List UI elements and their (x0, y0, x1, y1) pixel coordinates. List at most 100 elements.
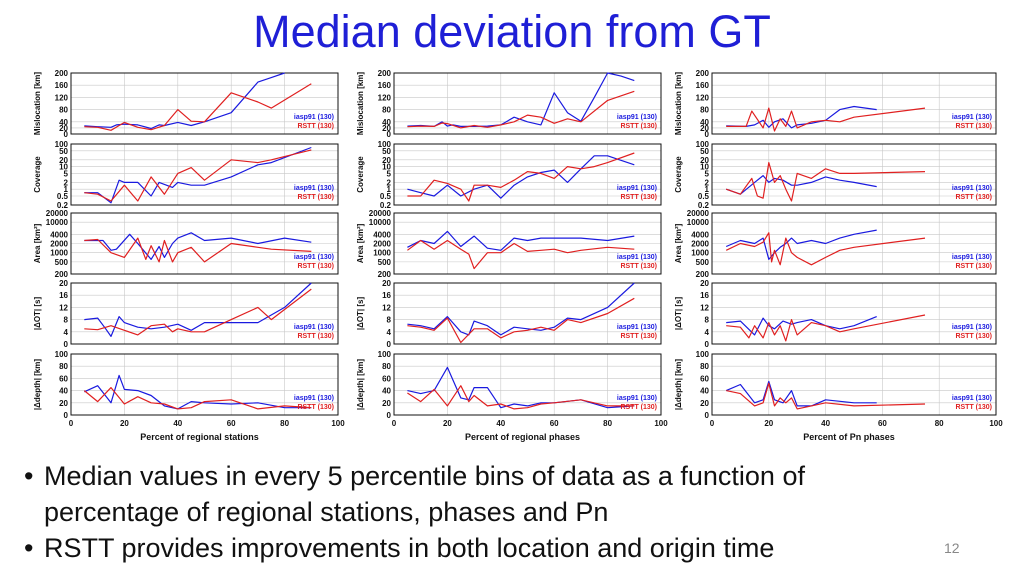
y-tick-label: 200 (696, 69, 710, 78)
plot-frame (711, 282, 997, 345)
chart-panel: 0 4 8 12 16 20 |ΔOT| [s] iasp91 (130) RSTT (130) (33, 279, 339, 349)
legend-label: iasp91 (130) (294, 324, 334, 331)
plot-frame (711, 143, 997, 206)
y-tick-label: 10 (700, 163, 709, 172)
y-tick-label: 20 (382, 124, 391, 133)
y-tick-label: 200 (696, 270, 710, 279)
legend-label: RSTT (130) (297, 404, 334, 411)
y-tick-label: 20 (700, 156, 709, 165)
y-tick-label: 50 (382, 147, 391, 156)
legend-label: RSTT (130) (955, 194, 992, 201)
x-tick-label: 0 (710, 419, 715, 428)
y-tick-label: 0 (64, 340, 69, 349)
y-axis-label: Coverage (674, 156, 683, 193)
x-axis-label: Percent of Pn phases (803, 432, 895, 442)
y-tick-label: 20 (700, 279, 709, 288)
legend-label: RSTT (130) (620, 123, 657, 130)
plot-frame (393, 143, 662, 206)
series-line (726, 174, 877, 195)
series-line (84, 149, 312, 202)
x-tick-label: 0 (69, 419, 74, 428)
series-line (84, 282, 312, 337)
y-tick-label: 12 (59, 303, 68, 312)
y-tick-label: 1000 (50, 249, 68, 258)
legend-label: RSTT (130) (297, 194, 334, 201)
series-line (726, 107, 926, 132)
series-line (84, 288, 312, 336)
legend-label: RSTT (130) (955, 404, 992, 411)
legend-label: iasp91 (130) (294, 114, 334, 121)
series-line (725, 229, 877, 260)
y-tick-label: 0 (64, 411, 69, 420)
y-tick-label: 80 (59, 106, 68, 115)
y-axis-label: Mislocation [km] (33, 72, 42, 135)
y-tick-label: 8 (387, 316, 392, 325)
y-tick-label: 100 (696, 350, 710, 359)
y-tick-label: 120 (378, 93, 392, 102)
plot-frame (393, 353, 662, 416)
y-tick-label: 100 (378, 140, 392, 149)
plot-frame (70, 212, 339, 275)
chart-panel: 0 4 8 12 16 20 |ΔOT| [s] iasp91 (130) RSTT (130) (674, 279, 997, 349)
series-line (407, 385, 635, 410)
y-tick-label: 2 (387, 178, 392, 187)
y-tick-label: 20 (59, 124, 68, 133)
x-tick-label: 100 (331, 419, 345, 428)
y-axis-label: |Δdepth| [km] (356, 359, 365, 410)
x-tick-label: 60 (227, 419, 236, 428)
series-line (407, 282, 635, 336)
legend-label: RSTT (130) (955, 333, 992, 340)
legend-label: iasp91 (130) (952, 114, 992, 121)
series-line (84, 83, 312, 131)
legend-label: iasp91 (130) (952, 395, 992, 402)
y-axis-label: |ΔOT| [s] (674, 297, 683, 331)
y-tick-label: 20 (382, 399, 391, 408)
y-tick-label: 60 (382, 374, 391, 383)
y-tick-label: 500 (378, 258, 392, 267)
series-line (407, 297, 635, 344)
x-tick-label: 100 (654, 419, 668, 428)
y-tick-label: 50 (700, 147, 709, 156)
y-tick-label: 100 (378, 350, 392, 359)
legend-label: RSTT (130) (620, 194, 657, 201)
y-tick-label: 0 (705, 130, 710, 139)
bullet-text: RSTT provides improvements in both locat… (44, 533, 775, 563)
x-axis-label: Percent of regional stations (140, 432, 259, 442)
series-line (407, 155, 635, 199)
series-line (407, 230, 635, 251)
y-tick-label: 2000 (50, 240, 68, 249)
legend-label: iasp91 (130) (294, 395, 334, 402)
plot-frame (393, 72, 662, 135)
series-line (84, 374, 312, 410)
bullet-list: • Median values in every 5 percentile bin… (22, 458, 922, 566)
y-tick-label: 8 (705, 316, 710, 325)
y-tick-label: 0 (387, 130, 392, 139)
y-tick-label: 0 (64, 130, 69, 139)
y-tick-label: 0 (705, 411, 710, 420)
bullet-text: Median values in every 5 percentile bins… (44, 461, 805, 527)
y-tick-label: 16 (700, 291, 709, 300)
y-tick-label: 1000 (373, 249, 391, 258)
legend-label: iasp91 (130) (617, 114, 657, 121)
y-tick-label: 10000 (46, 218, 69, 227)
y-axis-label: Mislocation [km] (674, 72, 683, 135)
chart-panel: 0 20 40 60 80 100 0 20 40 60 80 100 Percent of Pn ph… (674, 350, 1003, 442)
series-line (407, 366, 635, 409)
y-tick-label: 60 (700, 374, 709, 383)
y-tick-label: 10000 (687, 218, 710, 227)
chart-panel: 0 20 40 60 80 100 0 20 40 60 80 100 Percent of regio… (33, 350, 345, 442)
y-tick-label: 1000 (691, 249, 709, 258)
y-tick-label: 0 (705, 340, 710, 349)
y-tick-label: 5 (64, 169, 69, 178)
y-tick-label: 500 (696, 258, 710, 267)
x-tick-label: 80 (280, 419, 289, 428)
y-tick-label: 2 (64, 178, 69, 187)
legend-label: RSTT (130) (620, 404, 657, 411)
y-tick-label: 4 (387, 328, 392, 337)
y-tick-label: 80 (382, 106, 391, 115)
y-tick-label: 200 (55, 69, 69, 78)
